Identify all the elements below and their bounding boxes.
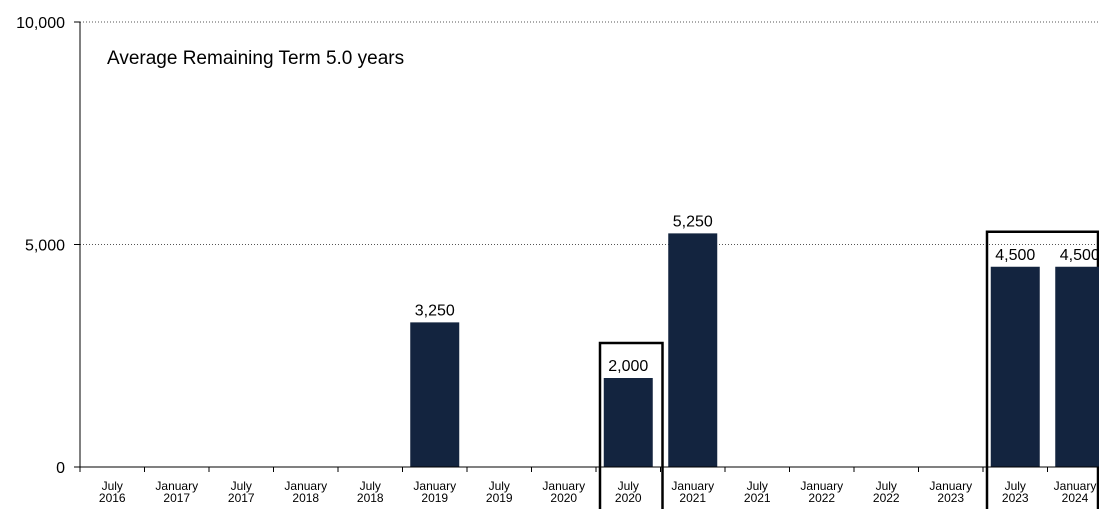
bar [991,267,1040,467]
data-label: 4,500 [1060,247,1099,264]
bar [604,378,653,467]
chart-annotation: Average Remaining Term 5.0 years [107,48,404,70]
bar [668,233,717,467]
x-tick-label: July 2021 [744,479,771,505]
x-tick-label: July 2017 [228,479,255,505]
x-tick-label: January 2023 [929,479,972,505]
bar [1055,267,1099,467]
y-tick-label: 5,000 [25,238,65,255]
x-tick-label: January 2018 [284,479,327,505]
data-label: 4,500 [995,247,1035,264]
x-tick-label: July 2018 [357,479,384,505]
y-tick-label: 10,000 [16,15,65,32]
x-tick-label: January 2024 [1054,479,1097,505]
data-label: 5,250 [673,213,713,230]
data-label: 3,250 [415,302,455,319]
x-tick-label: July 2023 [1002,479,1029,505]
x-tick-label: January 2022 [800,479,843,505]
x-tick-label: January 2020 [542,479,585,505]
y-tick-label: 0 [56,460,65,477]
x-tick-label: January 2017 [155,479,198,505]
x-tick-label: January 2019 [413,479,456,505]
bar [410,322,459,467]
x-tick-label: July 2016 [99,479,126,505]
x-tick-label: July 2019 [486,479,513,505]
x-tick-label: July 2020 [615,479,642,505]
data-label: 2,000 [608,358,648,375]
x-tick-label: July 2022 [873,479,900,505]
x-tick-label: January 2021 [671,479,714,505]
